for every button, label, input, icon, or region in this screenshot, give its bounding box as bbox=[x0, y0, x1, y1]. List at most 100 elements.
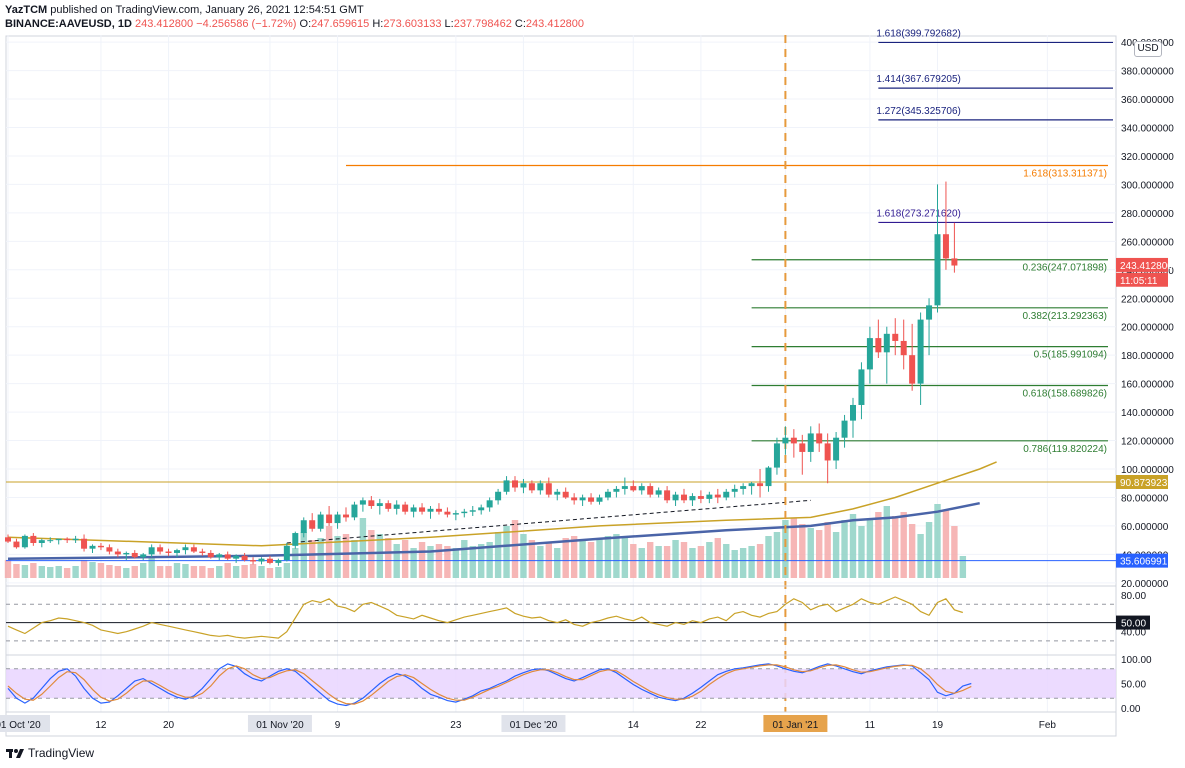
price-tick-label: 320.000000 bbox=[1121, 152, 1174, 163]
candle-body bbox=[444, 511, 451, 515]
volume-bar bbox=[249, 564, 257, 578]
candle-body bbox=[30, 535, 37, 544]
rsi-tick-label: 40.00 bbox=[1121, 628, 1146, 639]
volume-bar bbox=[934, 504, 941, 578]
candle-body bbox=[655, 490, 662, 495]
fib-label: 0.5(185.991094) bbox=[1034, 350, 1107, 361]
candle-body bbox=[81, 538, 88, 549]
candle-body bbox=[495, 491, 502, 501]
fib-label: 0.236(247.071898) bbox=[1022, 263, 1107, 274]
price-tag-box bbox=[1116, 272, 1168, 287]
volume-bar bbox=[562, 538, 569, 578]
candle-body bbox=[909, 355, 916, 384]
price-tick-label: 140.000000 bbox=[1121, 408, 1174, 419]
candle-body bbox=[630, 486, 637, 491]
candle-body bbox=[866, 338, 873, 370]
low-value: 237.798462 bbox=[453, 18, 512, 30]
volume-bar bbox=[351, 540, 358, 578]
time-label: 01 Dec '20 bbox=[510, 720, 558, 731]
volume-bar bbox=[47, 567, 54, 578]
time-label: 01 Oct '20 bbox=[0, 720, 41, 731]
volume-bar bbox=[579, 540, 586, 578]
symbol-label[interactable]: BINANCE:AAVEUSD, 1D bbox=[5, 18, 132, 30]
close-label: C: bbox=[514, 18, 526, 30]
candle-body bbox=[334, 514, 341, 524]
volume-bar bbox=[401, 540, 409, 578]
trend-line-dashed bbox=[286, 499, 811, 544]
candle-body bbox=[131, 552, 138, 558]
price-tick-label: 120.000000 bbox=[1121, 437, 1174, 448]
candle-body bbox=[824, 443, 831, 461]
candlesticks[interactable] bbox=[5, 181, 958, 566]
volume-bar bbox=[554, 548, 561, 578]
chart-header: YazTCM published on TradingView.com, Jan… bbox=[0, 0, 1185, 34]
candle-body bbox=[697, 496, 704, 499]
volume-bar bbox=[714, 538, 721, 578]
candle-body bbox=[647, 486, 654, 495]
volume-bar bbox=[655, 546, 662, 578]
fib-label: 1.618(273.271620) bbox=[876, 208, 961, 219]
price-tag-text: 243.412800 bbox=[1120, 261, 1173, 272]
open-value: 247.659615 bbox=[311, 18, 370, 30]
volume-bar bbox=[638, 548, 645, 578]
volume-bar bbox=[596, 538, 603, 578]
open-label: O: bbox=[299, 18, 312, 30]
volume-bar bbox=[680, 542, 688, 578]
price-tag-box bbox=[1116, 257, 1168, 272]
grid-lines bbox=[6, 35, 1116, 712]
time-label: 9 bbox=[335, 720, 341, 731]
volume-bar bbox=[452, 548, 460, 578]
rsi-tick-label: 80.00 bbox=[1121, 591, 1146, 602]
stoch-rsi-panel[interactable]: 100.00 50.00 0.00 bbox=[6, 654, 1152, 715]
volume-bar bbox=[925, 522, 933, 578]
volume-bar bbox=[520, 534, 527, 578]
horizontal-lines bbox=[6, 481, 1116, 562]
rsi-line bbox=[7, 596, 963, 639]
fib-label: 1.414(367.679205) bbox=[876, 74, 961, 85]
volume-bar bbox=[731, 550, 738, 578]
price-tick-label: 80.000000 bbox=[1121, 493, 1169, 504]
tradingview-logo-icon bbox=[6, 749, 24, 758]
tradingview-logo[interactable]: TradingView bbox=[6, 746, 94, 760]
volume-bar bbox=[190, 566, 198, 578]
candle-body bbox=[604, 491, 611, 498]
candle-body bbox=[292, 533, 299, 546]
price-axis[interactable]: 400.000000380.000000360.000000340.000000… bbox=[1121, 38, 1174, 590]
volume-bar bbox=[325, 526, 333, 578]
candle-body bbox=[199, 551, 206, 553]
candle-body bbox=[114, 551, 121, 555]
moving-averages bbox=[7, 461, 997, 560]
currency-label[interactable]: USD bbox=[1134, 41, 1162, 57]
candle-body bbox=[275, 560, 282, 563]
volume-bar bbox=[883, 506, 890, 578]
candle-body bbox=[503, 480, 510, 492]
candle-body bbox=[883, 333, 890, 353]
candle-body bbox=[47, 540, 54, 542]
candle-body bbox=[89, 545, 96, 549]
volume-bar bbox=[790, 518, 798, 578]
volume-bar bbox=[900, 512, 907, 578]
candle-body bbox=[782, 437, 789, 444]
candle-body bbox=[157, 547, 164, 552]
candle-body bbox=[757, 483, 764, 487]
publisher-name[interactable]: YazTCM bbox=[5, 4, 48, 16]
volume-bar bbox=[959, 556, 967, 578]
fib-label: 1.618(399.792682) bbox=[876, 28, 961, 39]
volume-bar bbox=[148, 558, 155, 578]
candle-body bbox=[579, 497, 586, 501]
price-tick-label: 180.000000 bbox=[1121, 351, 1174, 362]
time-label: 11 bbox=[865, 720, 876, 731]
candle-body bbox=[55, 538, 62, 541]
volume-bar bbox=[697, 546, 705, 578]
time-axis[interactable]: 01 Oct '20 12 20 01 Nov '20 9 23 01 Dec '20 14 2… bbox=[0, 711, 1116, 732]
candle-body bbox=[664, 490, 671, 501]
volume-bar bbox=[461, 540, 468, 578]
volume-bar bbox=[89, 562, 96, 578]
candle-body bbox=[942, 234, 949, 259]
candle-body bbox=[706, 494, 713, 499]
candle-body bbox=[21, 535, 28, 548]
candle-body bbox=[740, 486, 747, 489]
trend-line[interactable] bbox=[286, 499, 811, 544]
price-chart[interactable]: 1.618(399.792682) 1.414(367.679205) 1.272(… bbox=[0, 0, 1185, 740]
